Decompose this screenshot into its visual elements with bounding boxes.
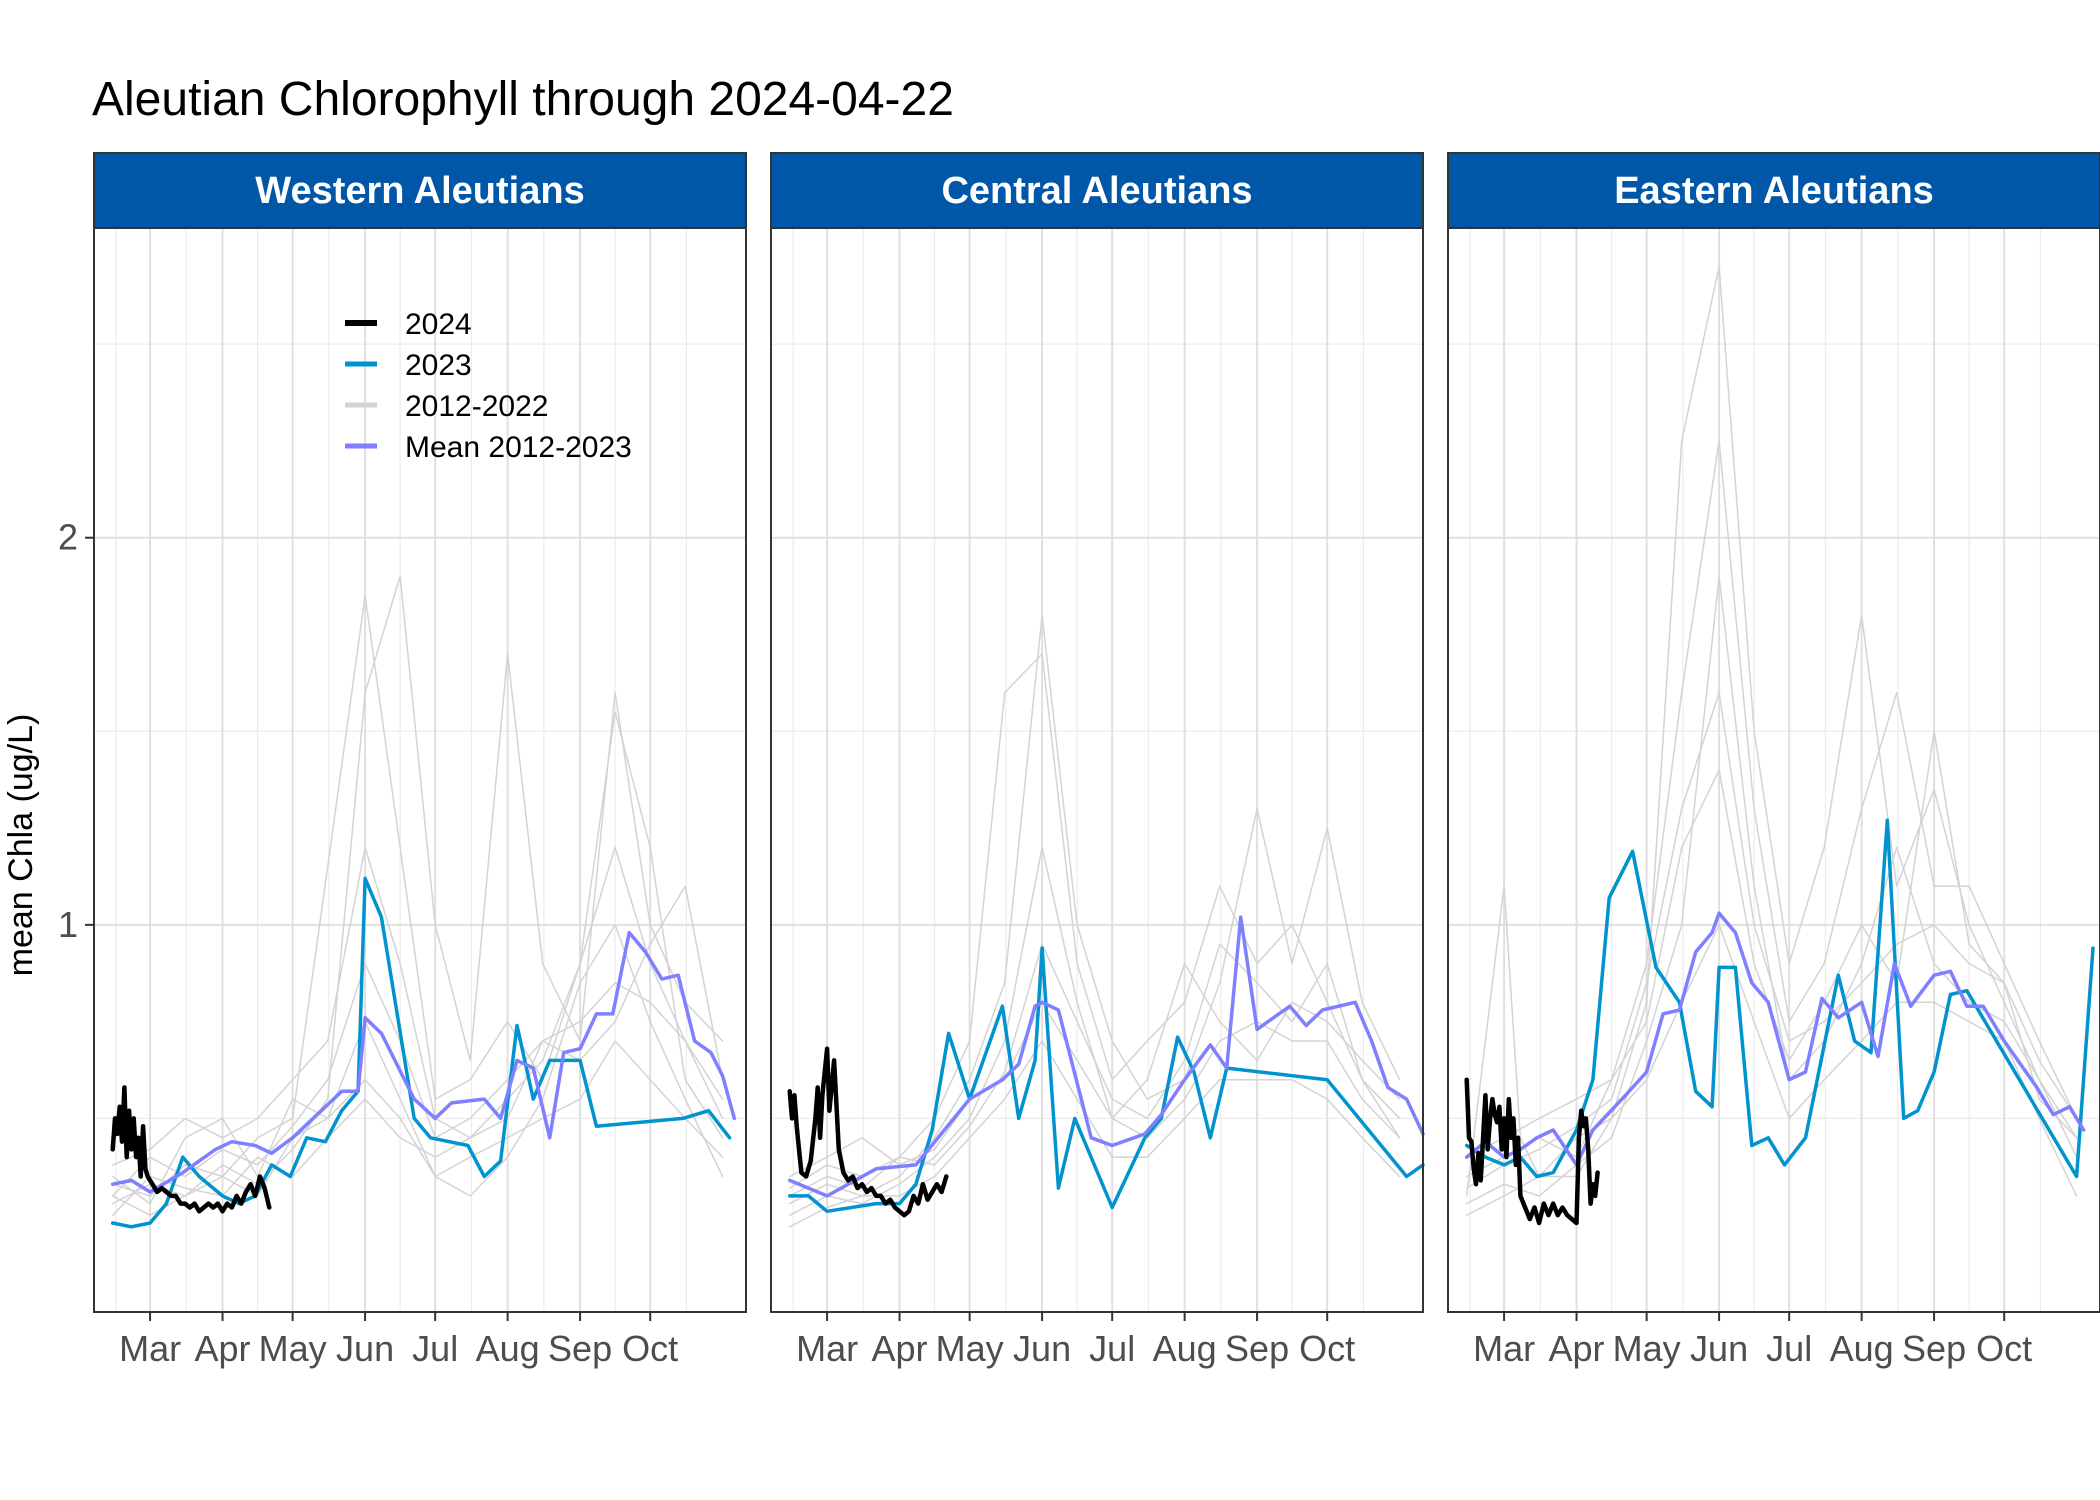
- x-tick-label: Jun: [1013, 1328, 1071, 1369]
- legend-label-2024: 2024: [405, 308, 472, 341]
- x-tick-label: Mar: [1473, 1328, 1535, 1369]
- panel-central-aleutians: Central Aleutians Mar Apr May Jun Jul Aug Sep Oc…: [770, 152, 1425, 1369]
- series-line-mean-2012-2023: [1464, 911, 2086, 1167]
- panel-series: [1464, 265, 2095, 1226]
- y-tick-label: 2: [58, 517, 78, 558]
- x-tick-label: Oct: [1299, 1328, 1355, 1369]
- panel-strip-label: Eastern Aleutians: [1614, 170, 1934, 212]
- series-line-2023: [1464, 818, 2095, 1179]
- panel-western-aleutians: Western Aleutians Mar Apr May Jun Jul Aug Sep Oc…: [58, 152, 747, 1369]
- chart-title: Aleutian Chlorophyll through 2024-04-22: [92, 73, 954, 126]
- x-tick-label: Apr: [195, 1328, 251, 1369]
- x-tick-label: Jun: [336, 1328, 394, 1369]
- y-axis-label: mean Chla (ug/L): [2, 714, 40, 977]
- legend-label-mean-2012-2023: Mean 2012-2023: [405, 431, 632, 464]
- x-tick-label: Mar: [796, 1328, 858, 1369]
- x-tick-label: Aug: [476, 1328, 540, 1369]
- x-tick-label: Jul: [1089, 1328, 1135, 1369]
- series-line-2024: [787, 1046, 949, 1218]
- panel-series: [787, 614, 1425, 1228]
- panel-strip: [93, 152, 747, 229]
- panel-grid: [1448, 228, 2100, 1312]
- x-tick-label: Apr: [872, 1328, 928, 1369]
- x-tick-label: Oct: [622, 1328, 678, 1369]
- legend: 2024 2023 2012-2022 Mean 2012-2023: [345, 308, 632, 464]
- series-line-2012-2022: [111, 846, 724, 1166]
- series-line-mean-2012-2023: [787, 915, 1425, 1198]
- x-tick-label: Aug: [1830, 1328, 1894, 1369]
- series-line-mean-2012-2023: [110, 930, 737, 1194]
- x-axis: Mar Apr May Jun Jul Aug Sep Oct: [796, 1312, 1355, 1369]
- y-tick-label: 1: [58, 904, 78, 945]
- panel-border: [93, 227, 747, 1313]
- panel-eastern-aleutians: Eastern Aleutians Mar Apr May Jun Jul Aug Sep Oc…: [1447, 152, 2100, 1369]
- series-line-2012-2022: [111, 1040, 724, 1216]
- x-tick-label: Sep: [548, 1328, 612, 1369]
- panel-strip-label: Western Aleutians: [255, 170, 584, 212]
- x-tick-label: May: [1613, 1328, 1681, 1369]
- series-line-2012-2022: [788, 614, 1401, 1205]
- x-axis: Mar Apr May Jun Jul Aug Sep Oct: [119, 1312, 678, 1369]
- x-tick-label: Mar: [119, 1328, 181, 1369]
- x-axis: Mar Apr May Jun Jul Aug Sep Oct: [1473, 1312, 2032, 1369]
- x-tick-label: Oct: [1976, 1328, 2032, 1369]
- series-line-2012-2022: [1465, 924, 2078, 1216]
- panel-strip-label: Central Aleutians: [941, 170, 1252, 212]
- series-line-2012-2022: [111, 962, 724, 1197]
- legend-label-2023: 2023: [405, 349, 472, 382]
- series-line-2023: [110, 876, 732, 1229]
- x-tick-label: Sep: [1902, 1328, 1966, 1369]
- panel-series: [110, 575, 737, 1229]
- series-line-2024: [110, 1085, 272, 1214]
- x-tick-label: Jun: [1690, 1328, 1748, 1369]
- series-line-2012-2022: [788, 943, 1401, 1197]
- x-tick-label: May: [936, 1328, 1004, 1369]
- series-line-2012-2022: [788, 962, 1401, 1178]
- x-tick-label: Jul: [1766, 1328, 1812, 1369]
- x-tick-label: Jul: [412, 1328, 458, 1369]
- series-line-2012-2022: [111, 575, 724, 1205]
- panel-grid: [771, 228, 1423, 1312]
- x-tick-label: May: [259, 1328, 327, 1369]
- legend-label-2012-2022: 2012-2022: [405, 390, 548, 423]
- series-line-2024: [1464, 1077, 1600, 1226]
- x-tick-label: Aug: [1153, 1328, 1217, 1369]
- series-line-2012-2022: [111, 924, 724, 1205]
- panel-border: [1447, 227, 2100, 1313]
- y-axis: 12: [58, 517, 94, 945]
- series-line-2012-2022: [788, 1040, 1401, 1228]
- series-line-2012-2022: [1465, 691, 2078, 1189]
- panel-border: [770, 227, 1424, 1313]
- x-tick-label: Sep: [1225, 1328, 1289, 1369]
- series-line-2023: [787, 946, 1425, 1214]
- x-tick-label: Apr: [1549, 1328, 1605, 1369]
- panel-strip: [770, 152, 1424, 229]
